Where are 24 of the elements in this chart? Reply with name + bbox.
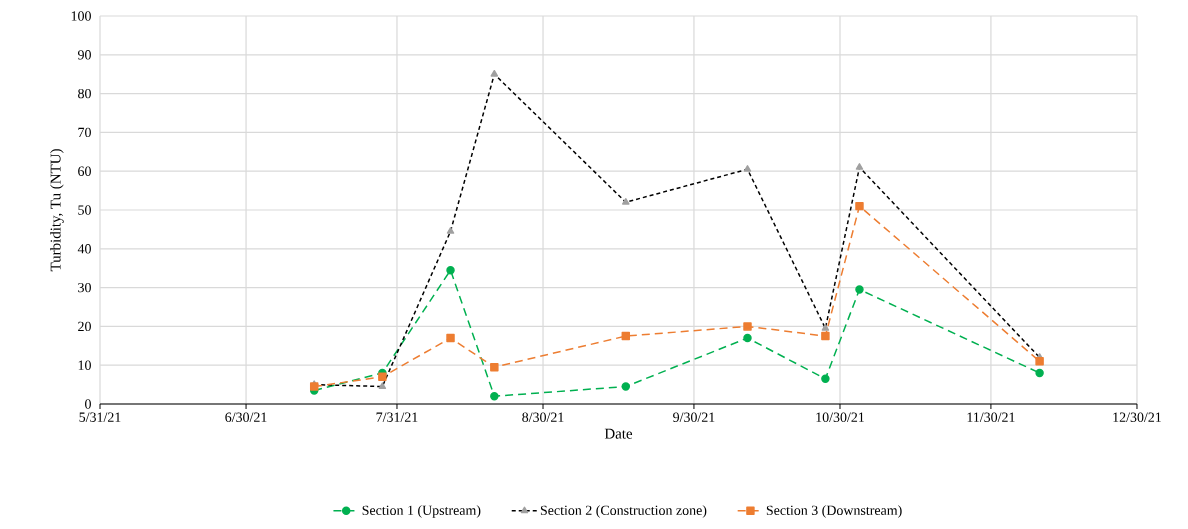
y-tick-label: 90 (77, 50, 91, 60)
y-tick-label: 40 (77, 244, 91, 254)
x-tick-label: 5/31/21 (79, 412, 121, 422)
y-axis-title: Turbidity, Tu (NTU) (50, 149, 64, 272)
legend-label: Section 2 (Construction zone) (540, 505, 707, 518)
x-tick-label: 8/30/21 (522, 412, 564, 422)
x-axis-title: Date (604, 428, 633, 439)
y-tick-label: 50 (78, 205, 91, 215)
y-tick-label: 10 (78, 360, 91, 370)
y-tick-label: 30 (78, 282, 91, 293)
y-tick-label: 70 (78, 127, 91, 138)
y-tick-label: 60 (78, 166, 91, 176)
legend-label: Section 3 (Downstream) (766, 505, 902, 518)
x-tick-label: 10/30/21 (816, 412, 864, 422)
y-tick-label: 20 (78, 321, 91, 332)
y-tick-label: 80 (78, 88, 91, 99)
x-tick-label: 12/30/21 (1113, 412, 1161, 422)
legend-label: Section 1 (Upstream) (362, 505, 481, 518)
x-tick-label: 6/30/21 (225, 412, 267, 422)
x-tick-label: 11/30/21 (967, 412, 1015, 422)
y-tick-label: 0 (85, 399, 91, 409)
x-tick-label: 7/31/21 (376, 412, 418, 422)
y-tick-label: 100 (71, 11, 91, 21)
x-tick-label: 9/30/21 (673, 412, 715, 422)
